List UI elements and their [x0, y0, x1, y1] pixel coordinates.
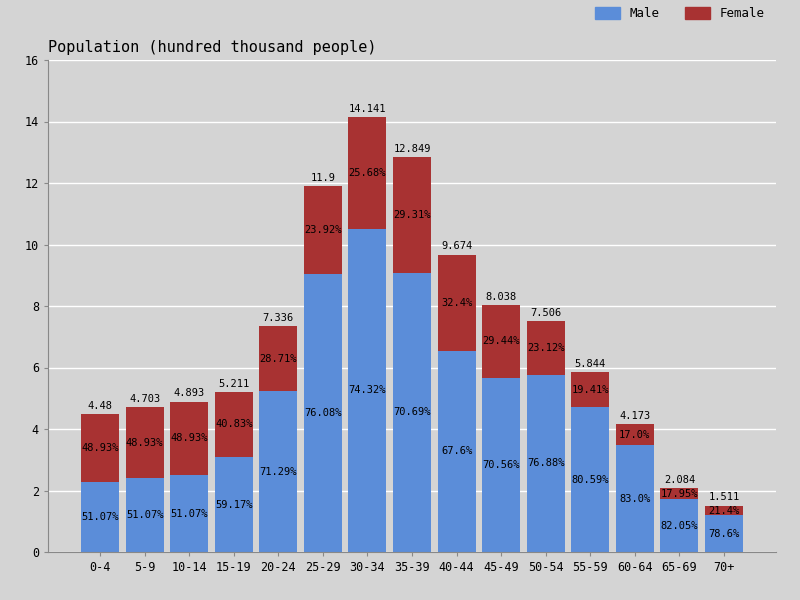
Text: 21.4%: 21.4% [708, 506, 739, 515]
Bar [304, 186, 342, 274]
Text: 51.07%: 51.07% [126, 510, 163, 520]
Bar [438, 254, 475, 351]
Text: 76.08%: 76.08% [304, 408, 342, 418]
Bar [526, 321, 565, 374]
Bar [393, 272, 431, 552]
Text: 28.71%: 28.71% [259, 354, 297, 364]
Bar [259, 326, 298, 391]
Text: 51.07%: 51.07% [82, 512, 118, 522]
Text: 82.05%: 82.05% [661, 521, 698, 531]
Bar [170, 401, 208, 475]
Text: 9.674: 9.674 [441, 241, 472, 251]
Text: 4.703: 4.703 [129, 394, 160, 404]
Bar [393, 157, 431, 272]
Text: 76.88%: 76.88% [527, 458, 565, 468]
Bar [438, 351, 475, 552]
Bar [349, 229, 386, 552]
Text: 48.93%: 48.93% [82, 443, 118, 453]
Text: 17.0%: 17.0% [619, 430, 650, 440]
Bar [81, 414, 119, 482]
Bar [304, 274, 342, 552]
Bar [616, 424, 654, 445]
Text: 71.29%: 71.29% [259, 467, 297, 476]
Text: 5.211: 5.211 [218, 379, 250, 389]
Bar [214, 457, 253, 552]
Text: 11.9: 11.9 [310, 173, 335, 183]
Text: 70.56%: 70.56% [482, 460, 520, 470]
Text: 70.69%: 70.69% [394, 407, 430, 418]
Text: 48.93%: 48.93% [126, 438, 163, 448]
Text: 40.83%: 40.83% [215, 419, 253, 430]
Text: 48.93%: 48.93% [170, 433, 208, 443]
Text: 83.0%: 83.0% [619, 494, 650, 504]
Text: Population (hundred thousand people): Population (hundred thousand people) [48, 40, 377, 55]
Text: 4.893: 4.893 [174, 388, 205, 398]
Text: 80.59%: 80.59% [571, 475, 609, 485]
Text: 1.511: 1.511 [708, 493, 739, 502]
Text: 78.6%: 78.6% [708, 529, 739, 539]
Bar [482, 377, 520, 552]
Bar [259, 391, 298, 552]
Bar [661, 488, 698, 499]
Text: 25.68%: 25.68% [349, 168, 386, 178]
Bar [526, 374, 565, 552]
Text: 2.084: 2.084 [664, 475, 695, 485]
Text: 74.32%: 74.32% [349, 385, 386, 395]
Bar [661, 499, 698, 552]
Text: 19.41%: 19.41% [571, 385, 609, 395]
Text: 51.07%: 51.07% [170, 509, 208, 518]
Bar [705, 515, 743, 552]
Text: 59.17%: 59.17% [215, 500, 253, 509]
Bar [214, 392, 253, 457]
Text: 29.31%: 29.31% [394, 210, 430, 220]
Bar [126, 407, 163, 478]
Bar [571, 407, 610, 552]
Bar [616, 445, 654, 552]
Bar [705, 506, 743, 515]
Text: 5.844: 5.844 [574, 359, 606, 369]
Bar [349, 117, 386, 229]
Text: 23.92%: 23.92% [304, 225, 342, 235]
Text: 17.95%: 17.95% [661, 488, 698, 499]
Text: 4.48: 4.48 [87, 401, 113, 411]
Text: 7.506: 7.506 [530, 308, 562, 318]
Text: 23.12%: 23.12% [527, 343, 565, 353]
Text: 12.849: 12.849 [394, 144, 430, 154]
Text: 29.44%: 29.44% [482, 336, 520, 346]
Text: 67.6%: 67.6% [441, 446, 472, 457]
Text: 4.173: 4.173 [619, 410, 650, 421]
Bar [81, 482, 119, 552]
Text: 7.336: 7.336 [262, 313, 294, 323]
Bar [482, 305, 520, 377]
Bar [126, 478, 163, 552]
Text: 8.038: 8.038 [486, 292, 517, 302]
Text: 32.4%: 32.4% [441, 298, 472, 308]
Text: 14.141: 14.141 [349, 104, 386, 114]
Legend: Male, Female: Male, Female [590, 2, 770, 25]
Bar [170, 475, 208, 552]
Bar [571, 372, 610, 407]
